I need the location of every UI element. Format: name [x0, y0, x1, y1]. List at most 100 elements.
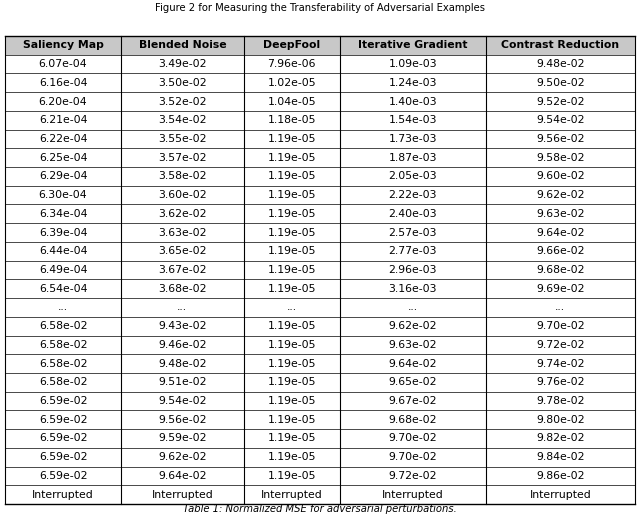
Text: 1.19e-05: 1.19e-05	[268, 228, 316, 238]
Text: 3.16e-03: 3.16e-03	[388, 284, 437, 294]
Bar	[5, 279, 635, 298]
Text: 9.82e-02: 9.82e-02	[536, 433, 585, 444]
Text: 3.50e-02: 3.50e-02	[158, 78, 207, 88]
Text: 1.04e-05: 1.04e-05	[268, 97, 316, 106]
Text: 1.19e-05: 1.19e-05	[268, 359, 316, 369]
Bar	[5, 260, 635, 279]
Text: 2.57e-03: 2.57e-03	[388, 228, 437, 238]
Text: 1.54e-03: 1.54e-03	[388, 115, 437, 125]
Text: 1.19e-05: 1.19e-05	[268, 377, 316, 387]
Text: 2.05e-03: 2.05e-03	[388, 171, 437, 182]
Text: 9.54e-02: 9.54e-02	[536, 115, 585, 125]
Text: Contrast Reduction: Contrast Reduction	[501, 40, 620, 50]
Text: 9.63e-02: 9.63e-02	[388, 340, 437, 350]
Text: 9.86e-02: 9.86e-02	[536, 471, 585, 481]
Text: 9.62e-02: 9.62e-02	[158, 452, 207, 462]
Text: 6.22e-04: 6.22e-04	[39, 134, 87, 144]
Text: 9.72e-02: 9.72e-02	[388, 471, 437, 481]
Text: 9.52e-02: 9.52e-02	[536, 97, 585, 106]
Text: 6.49e-04: 6.49e-04	[39, 265, 87, 275]
Text: 6.59e-02: 6.59e-02	[39, 415, 87, 425]
Bar	[5, 92, 635, 111]
Text: 1.09e-03: 1.09e-03	[388, 59, 437, 69]
Bar	[5, 36, 635, 55]
Text: 9.78e-02: 9.78e-02	[536, 396, 585, 406]
Text: 6.58e-02: 6.58e-02	[39, 359, 87, 369]
Text: 6.58e-02: 6.58e-02	[39, 340, 87, 350]
Text: 2.77e-03: 2.77e-03	[388, 246, 437, 256]
Bar	[5, 485, 635, 504]
Bar	[5, 205, 635, 223]
Bar	[5, 317, 635, 336]
Text: 6.54e-04: 6.54e-04	[39, 284, 87, 294]
Bar	[5, 336, 635, 354]
Text: 9.70e-02: 9.70e-02	[388, 452, 437, 462]
Text: 1.02e-05: 1.02e-05	[268, 78, 316, 88]
Text: 2.40e-03: 2.40e-03	[388, 209, 437, 219]
Text: Saliency Map: Saliency Map	[22, 40, 104, 50]
Text: 9.58e-02: 9.58e-02	[536, 152, 585, 163]
Text: 3.60e-02: 3.60e-02	[158, 190, 207, 200]
Text: 9.59e-02: 9.59e-02	[158, 433, 207, 444]
Text: 1.19e-05: 1.19e-05	[268, 415, 316, 425]
Text: 6.59e-02: 6.59e-02	[39, 452, 87, 462]
Text: 1.87e-03: 1.87e-03	[388, 152, 437, 163]
Text: 1.18e-05: 1.18e-05	[268, 115, 316, 125]
Bar	[5, 467, 635, 485]
Text: 1.19e-05: 1.19e-05	[268, 190, 316, 200]
Text: 1.19e-05: 1.19e-05	[268, 209, 316, 219]
Bar	[5, 298, 635, 317]
Bar	[5, 429, 635, 448]
Text: Interrupted: Interrupted	[152, 490, 213, 500]
Text: 9.70e-02: 9.70e-02	[388, 433, 437, 444]
Text: 9.64e-02: 9.64e-02	[536, 228, 585, 238]
Text: 1.19e-05: 1.19e-05	[268, 265, 316, 275]
Text: 9.68e-02: 9.68e-02	[388, 415, 437, 425]
Text: 9.56e-02: 9.56e-02	[158, 415, 207, 425]
Bar	[5, 186, 635, 205]
Text: 9.63e-02: 9.63e-02	[536, 209, 585, 219]
Text: 9.56e-02: 9.56e-02	[536, 134, 585, 144]
Bar	[5, 410, 635, 429]
Text: Interrupted: Interrupted	[261, 490, 323, 500]
Text: 6.59e-02: 6.59e-02	[39, 471, 87, 481]
Bar	[5, 148, 635, 167]
Text: 2.22e-03: 2.22e-03	[388, 190, 437, 200]
Text: 9.62e-02: 9.62e-02	[388, 321, 437, 331]
Bar	[5, 354, 635, 373]
Text: Table 1: Normalized MSE for adversarial perturbations.: Table 1: Normalized MSE for adversarial …	[183, 504, 457, 514]
Text: 3.54e-02: 3.54e-02	[158, 115, 207, 125]
Bar	[5, 55, 635, 74]
Text: Iterative Gradient: Iterative Gradient	[358, 40, 468, 50]
Bar	[5, 74, 635, 92]
Bar	[5, 448, 635, 467]
Text: 9.66e-02: 9.66e-02	[536, 246, 585, 256]
Text: 1.19e-05: 1.19e-05	[268, 171, 316, 182]
Text: 1.19e-05: 1.19e-05	[268, 321, 316, 331]
Bar	[5, 223, 635, 242]
Bar	[5, 373, 635, 392]
Text: DeepFool: DeepFool	[263, 40, 321, 50]
Text: 9.74e-02: 9.74e-02	[536, 359, 585, 369]
Text: 1.19e-05: 1.19e-05	[268, 396, 316, 406]
Text: 2.96e-03: 2.96e-03	[388, 265, 437, 275]
Text: 9.69e-02: 9.69e-02	[536, 284, 585, 294]
Bar	[5, 392, 635, 410]
Text: 6.39e-04: 6.39e-04	[39, 228, 87, 238]
Text: 9.64e-02: 9.64e-02	[158, 471, 207, 481]
Text: 9.70e-02: 9.70e-02	[536, 321, 585, 331]
Text: 9.72e-02: 9.72e-02	[536, 340, 585, 350]
Text: 3.62e-02: 3.62e-02	[158, 209, 207, 219]
Text: ...: ...	[287, 302, 297, 313]
Text: 9.48e-02: 9.48e-02	[158, 359, 207, 369]
Bar	[5, 242, 635, 260]
Text: 1.19e-05: 1.19e-05	[268, 284, 316, 294]
Text: 3.67e-02: 3.67e-02	[158, 265, 207, 275]
Text: ...: ...	[58, 302, 68, 313]
Text: 3.57e-02: 3.57e-02	[158, 152, 207, 163]
Text: 6.34e-04: 6.34e-04	[39, 209, 87, 219]
Text: 1.19e-05: 1.19e-05	[268, 340, 316, 350]
Text: 1.73e-03: 1.73e-03	[388, 134, 437, 144]
Text: 6.16e-04: 6.16e-04	[39, 78, 87, 88]
Text: Blended Noise: Blended Noise	[139, 40, 226, 50]
